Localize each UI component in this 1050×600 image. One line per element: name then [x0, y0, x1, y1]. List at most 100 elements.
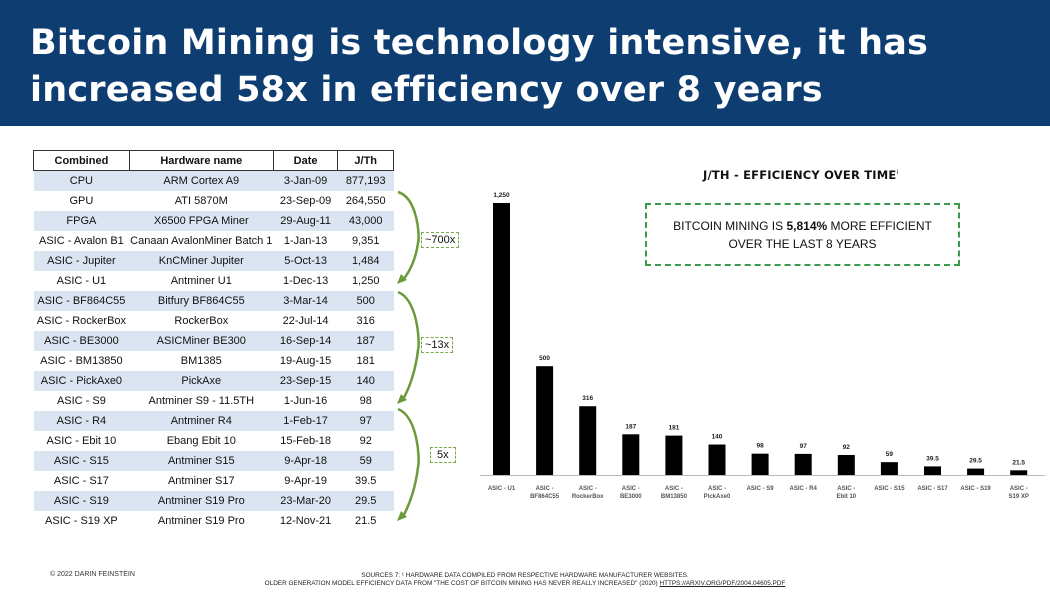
cell-hardware-name: KnCMiner Jupiter — [129, 250, 274, 271]
cell-hardware-name: X6500 FPGA Miner — [129, 210, 274, 231]
x-tick-label: ASIC -S19 XP — [1009, 486, 1029, 500]
cell-combined: ASIC - PickAxe0 — [33, 370, 130, 391]
hardware-table: Combined Hardware name Date J/Th CPU ARM … — [33, 150, 394, 531]
cell-date: 9-Apr-18 — [273, 450, 338, 471]
callout-highlight: 5,814% — [786, 218, 828, 233]
cell-jth: 877,193 — [337, 170, 394, 191]
bar — [1010, 470, 1028, 475]
cell-date: 3-Jan-09 — [273, 170, 338, 191]
chart-title-text: J/TH - EFFICIENCY OVER TIME — [703, 168, 897, 182]
cell-combined: ASIC - BF864C55 — [33, 290, 130, 311]
cell-hardware-name: Antminer S9 - 11.5TH — [148, 394, 255, 407]
cell-hardware-name: Antminer S15 — [129, 450, 274, 471]
column-header-hardware-name: Hardware name — [128, 150, 274, 171]
cell-date: 12-Nov-21 — [279, 514, 332, 527]
cell-combined: ASIC - RockerBox — [36, 314, 127, 327]
bar-value-label: 59 — [886, 451, 894, 458]
cell-date: 1-Dec-13 — [282, 274, 329, 287]
cell-date: 23-Mar-20 — [273, 490, 338, 511]
table-row: ASIC - BF864C55 Bitfury BF864C55 3-Mar-14 5… — [33, 290, 394, 311]
bracket-arrow-700x — [397, 190, 420, 284]
cell-hardware-name: ASICMiner BE300 — [129, 330, 274, 351]
cell-jth: 1,250 — [351, 274, 380, 287]
cell-jth: 140 — [337, 370, 394, 391]
cell-combined: ASIC - Avalon B1 — [39, 234, 124, 247]
sources-link[interactable]: HTTPS://ARXIV.ORG/PDF/2004.04605.PDF — [659, 580, 786, 587]
table-body: CPU ARM Cortex A9 3-Jan-09 877,193 GPU ATI 58… — [33, 170, 394, 531]
bar-value-label: 29.5 — [969, 458, 982, 465]
bar — [794, 453, 812, 475]
column-header-jth: J/Th — [337, 150, 394, 171]
bar — [751, 453, 769, 475]
table-row: ASIC - S17 Antminer S17 9-Apr-19 39.5 — [34, 471, 394, 491]
cell-date: 19-Aug-15 — [279, 354, 332, 367]
column-header-combined: Combined — [33, 150, 130, 171]
table-row: CPU ARM Cortex A9 3-Jan-09 877,193 — [33, 170, 394, 191]
bar — [880, 462, 898, 475]
bar-value-label: 39.5 — [926, 455, 939, 462]
cell-jth: 39.5 — [354, 474, 377, 487]
cell-jth: 187 — [337, 330, 394, 351]
cell-hardware-name: Antminer R4 — [129, 410, 274, 431]
x-tick-label: ASIC - R4 — [790, 486, 818, 492]
page-header: Bitcoin Mining is technology intensive, … — [0, 0, 1050, 126]
bar — [579, 406, 597, 475]
bar — [493, 203, 510, 475]
cell-combined: ASIC - Ebit 10 — [46, 434, 117, 447]
x-tick-label: ASIC -PickAxe0 — [704, 486, 731, 500]
page-title: Bitcoin Mining is technology intensive, … — [30, 20, 1050, 114]
cell-hardware-name: BM1385 — [180, 354, 222, 367]
cell-jth: 43,000 — [337, 210, 394, 231]
chart-title: J/TH - EFFICIENCY OVER TIMEi — [703, 168, 898, 182]
x-tick-label: ASIC - U1 — [488, 486, 516, 492]
bracket-label-13x: ~13x — [421, 337, 454, 353]
x-tick-label: ASIC - S9 — [747, 486, 775, 492]
cell-combined: ASIC - U1 — [56, 274, 107, 287]
bracket-label-700x: ~700x — [421, 232, 460, 248]
cell-jth: 92 — [359, 434, 372, 447]
bar-value-label: 500 — [539, 355, 550, 362]
page-title-line-1: Bitcoin Mining is technology intensive, … — [30, 23, 929, 63]
sources-note: SOURCES 7: ¹ HARDWARE DATA COMPILED FROM… — [200, 572, 850, 588]
table-row: ASIC - S19 XP Antminer S19 Pro 12-Nov-21 21… — [34, 511, 394, 531]
table-row: ASIC - RockerBox RockerBox 22-Jul-14 316 — [34, 311, 394, 331]
bar — [536, 366, 554, 475]
cell-combined: FPGA — [33, 210, 130, 231]
bar — [708, 444, 726, 475]
cell-hardware-name: Antminer S19 Pro — [157, 514, 245, 527]
copyright: © 2022 DARIN FEINSTEIN — [50, 571, 135, 578]
cell-jth: 98 — [359, 394, 372, 407]
x-tick-label: ASIC -Ebit 10 — [836, 486, 856, 500]
cell-jth: 59 — [337, 450, 394, 471]
cell-combined: ASIC - BE3000 — [33, 330, 130, 351]
cell-date: 1-Jan-13 — [283, 234, 328, 247]
cell-hardware-name: Antminer S19 Pro — [129, 490, 274, 511]
bar-value-label: 187 — [625, 423, 636, 430]
cell-date: 9-Apr-19 — [284, 474, 327, 487]
cell-hardware-name: RockerBox — [174, 314, 229, 327]
bar — [837, 454, 855, 475]
cell-combined: ASIC - Jupiter — [33, 250, 130, 271]
cell-hardware-name: Canaan AvalonMiner Batch 1 — [130, 234, 273, 247]
cell-jth: 29.5 — [337, 490, 394, 511]
cell-date: 5-Oct-13 — [273, 250, 338, 271]
cell-combined: ASIC - S19 — [33, 490, 130, 511]
bar — [622, 434, 640, 475]
callout-text-after: MORE EFFICIENT OVER THE LAST 8 YEARS — [728, 218, 932, 251]
x-tick-label: ASIC - S19 — [960, 486, 991, 492]
x-tick-label: ASIC -BF864C55 — [530, 486, 560, 500]
x-tick-label: ASIC -RockerBox — [572, 486, 604, 500]
bar — [665, 435, 683, 475]
cell-jth: 1,484 — [337, 250, 394, 271]
cell-jth: 97 — [337, 410, 394, 431]
bar-value-label: 316 — [582, 395, 593, 402]
cell-date: 16-Sep-14 — [273, 330, 338, 351]
table-row: ASIC - R4 Antminer R4 1-Feb-17 97 — [33, 410, 394, 431]
table-row: ASIC - S15 Antminer S15 9-Apr-18 59 — [33, 450, 394, 471]
x-tick-label: ASIC - S17 — [917, 486, 948, 492]
cell-date: 23-Sep-15 — [273, 370, 338, 391]
cell-date: 15-Feb-18 — [280, 434, 331, 447]
bar-value-label: 92 — [843, 444, 851, 451]
chart-title-superscript: i — [896, 169, 899, 177]
cell-date: 23-Sep-09 — [279, 194, 332, 207]
